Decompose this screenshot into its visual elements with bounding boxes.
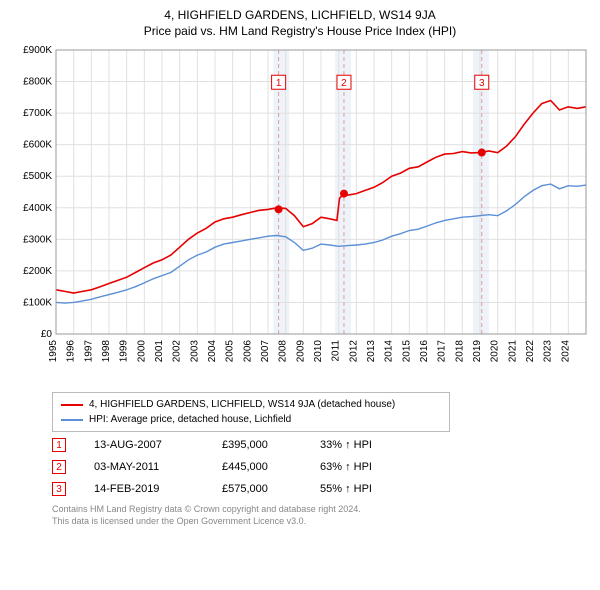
- x-tick-label: 2016: [419, 340, 430, 363]
- x-tick-label: 2011: [331, 340, 342, 362]
- x-tick-label: 2012: [348, 340, 359, 363]
- sale-date: 13-AUG-2007: [94, 439, 194, 451]
- y-tick-label: £0: [41, 329, 53, 340]
- legend-label: 4, HIGHFIELD GARDENS, LICHFIELD, WS14 9J…: [89, 397, 395, 412]
- x-tick-label: 2005: [225, 340, 236, 363]
- legend-label: HPI: Average price, detached house, Lich…: [89, 412, 291, 427]
- sale-dot: [275, 205, 283, 213]
- sale-price: £575,000: [222, 483, 292, 495]
- sale-price: £395,000: [222, 439, 292, 451]
- x-tick-label: 1999: [119, 340, 130, 363]
- x-tick-label: 2006: [242, 340, 253, 363]
- sale-pct: 55% ↑ HPI: [320, 483, 410, 495]
- chart-container: 4, HIGHFIELD GARDENS, LICHFIELD, WS14 9J…: [0, 0, 600, 535]
- x-tick-label: 2010: [313, 340, 324, 363]
- y-tick-label: £700K: [23, 108, 52, 119]
- sale-pct: 33% ↑ HPI: [320, 439, 410, 451]
- y-tick-label: £800K: [23, 77, 52, 88]
- event-band: [273, 50, 289, 334]
- x-tick-label: 2009: [295, 340, 306, 363]
- sale-row: 1 13-AUG-2007 £395,000 33% ↑ HPI: [52, 438, 592, 452]
- y-tick-label: £500K: [23, 171, 52, 182]
- sale-date: 14-FEB-2019: [94, 483, 194, 495]
- x-tick-label: 2022: [525, 340, 536, 363]
- event-band: [473, 50, 489, 334]
- footer-line-1: Contains HM Land Registry data © Crown c…: [52, 504, 592, 516]
- x-tick-label: 2020: [490, 340, 501, 363]
- x-tick-label: 2021: [507, 340, 518, 363]
- sale-marker-icon: 1: [52, 438, 66, 452]
- sale-date: 03-MAY-2011: [94, 461, 194, 473]
- sale-marker-icon: 2: [52, 460, 66, 474]
- y-tick-label: £200K: [23, 266, 52, 277]
- legend-item: HPI: Average price, detached house, Lich…: [61, 412, 441, 427]
- sale-dot: [478, 149, 486, 157]
- x-tick-label: 2000: [136, 340, 147, 363]
- chart-area: £0 £100K £200K £300K £400K £500K £600K £700K £80…: [8, 44, 592, 384]
- x-tick-label: 2002: [172, 340, 183, 363]
- x-tick-label: 2023: [543, 340, 554, 363]
- x-tick-label: 2018: [454, 340, 465, 363]
- legend-swatch: [61, 404, 83, 406]
- x-tick-label: 2015: [401, 340, 412, 363]
- x-tick-label: 2013: [366, 340, 377, 363]
- sale-marker-number: 3: [479, 78, 485, 89]
- y-tick-label: £900K: [23, 45, 52, 56]
- x-tick-label: 2014: [384, 340, 395, 363]
- x-tick-label: 1997: [83, 340, 94, 363]
- x-tick-label: 2004: [207, 340, 218, 363]
- x-tick-label: 1996: [66, 340, 77, 363]
- x-tick-label: 2019: [472, 340, 483, 363]
- sale-dot: [340, 190, 348, 198]
- y-tick-label: £300K: [23, 234, 52, 245]
- x-tick-label: 2003: [189, 340, 200, 363]
- sale-row: 3 14-FEB-2019 £575,000 55% ↑ HPI: [52, 482, 592, 496]
- x-tick-label: 1995: [48, 340, 59, 363]
- x-tick-label: 1998: [101, 340, 112, 363]
- sale-marker-number: 2: [341, 78, 347, 89]
- legend-swatch: [61, 419, 83, 421]
- y-tick-label: £600K: [23, 140, 52, 151]
- chart-title: 4, HIGHFIELD GARDENS, LICHFIELD, WS14 9J…: [8, 8, 592, 22]
- x-tick-label: 2008: [278, 340, 289, 363]
- y-tick-label: £400K: [23, 203, 52, 214]
- legend-item: 4, HIGHFIELD GARDENS, LICHFIELD, WS14 9J…: [61, 397, 441, 412]
- footer-line-2: This data is licensed under the Open Gov…: [52, 516, 592, 528]
- legend: 4, HIGHFIELD GARDENS, LICHFIELD, WS14 9J…: [52, 392, 450, 432]
- x-tick-label: 2001: [154, 340, 165, 363]
- sales-table: 1 13-AUG-2007 £395,000 33% ↑ HPI 2 03-MAY-201…: [52, 438, 592, 496]
- x-tick-label: 2017: [437, 340, 448, 363]
- sale-pct: 63% ↑ HPI: [320, 461, 410, 473]
- x-tick-label: 2007: [260, 340, 271, 363]
- sale-marker-icon: 3: [52, 482, 66, 496]
- sale-row: 2 03-MAY-2011 £445,000 63% ↑ HPI: [52, 460, 592, 474]
- sale-price: £445,000: [222, 461, 292, 473]
- sale-marker-number: 1: [276, 78, 282, 89]
- x-tick-label: 2024: [560, 340, 571, 363]
- line-chart: £0 £100K £200K £300K £400K £500K £600K £700K £80…: [8, 44, 592, 384]
- y-tick-label: £100K: [23, 297, 52, 308]
- footer-attribution: Contains HM Land Registry data © Crown c…: [52, 504, 592, 527]
- chart-subtitle: Price paid vs. HM Land Registry's House …: [8, 24, 592, 38]
